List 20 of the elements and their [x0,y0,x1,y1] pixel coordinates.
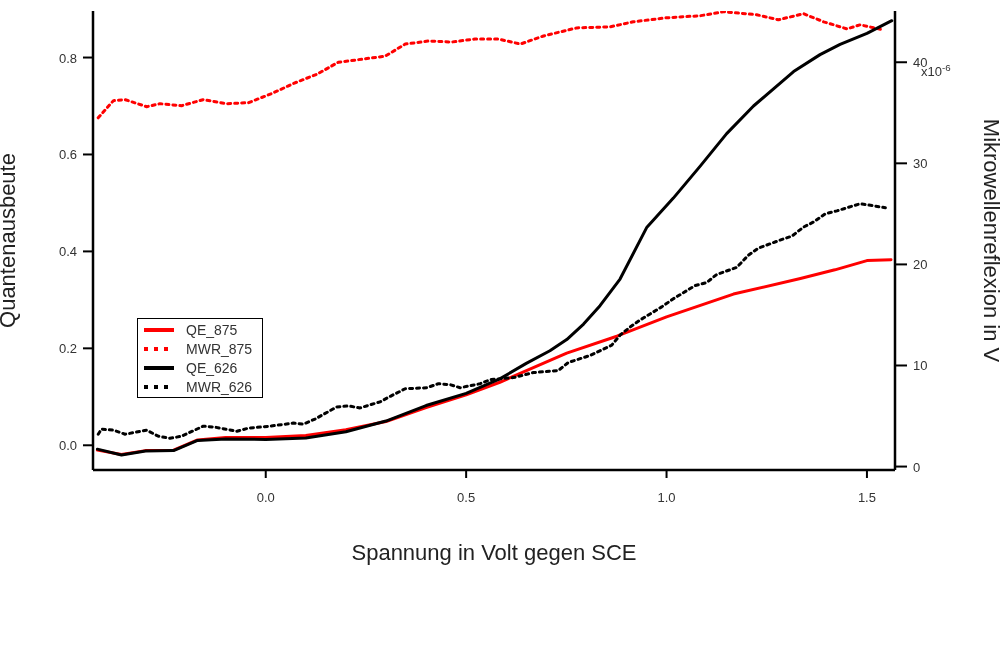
y-tick-label: 0.2 [58,341,77,357]
x-axis-title: Spannung in Volt gegen SCE [351,540,637,565]
legend-label: QE_875 [186,321,238,338]
y-tick-label: 0.8 [58,50,77,66]
y2-tick-label: 30 [913,156,928,172]
y-tick-label: 0.6 [58,147,77,163]
x-tick-label: 0.5 [457,490,476,505]
legend-label: MWR_875 [186,340,253,357]
y2-tick-label: 20 [913,257,928,273]
line-series [96,11,885,120]
x-tick-label: 0.0 [256,490,275,505]
y-tick-label: 0.4 [58,244,77,260]
y-tick-label: 0.0 [58,438,77,454]
y2-tick-label: 10 [913,358,928,374]
legend-label: QE_626 [186,359,238,376]
y2-axis-title: Mikrowellenreflexion in V [978,118,1004,363]
legend-label: MWR_626 [186,378,253,395]
x-tick-label: 1.5 [857,490,876,505]
x-tick-label: 1.0 [657,490,676,505]
y2-tick-label: 0 [913,459,921,475]
